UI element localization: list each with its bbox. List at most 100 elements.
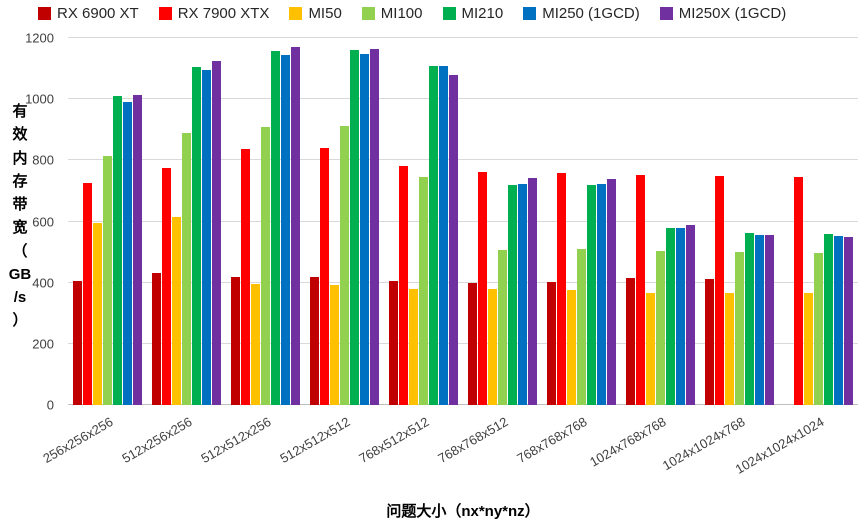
bar	[794, 177, 803, 405]
bar-group	[700, 38, 779, 405]
bar-groups	[68, 38, 858, 405]
legend-item: MI50	[289, 5, 342, 22]
bar	[834, 236, 843, 405]
bar	[745, 233, 754, 405]
bar	[320, 148, 329, 405]
bar	[389, 281, 398, 405]
gridline	[68, 220, 858, 222]
gridline	[68, 37, 858, 38]
bar	[636, 175, 645, 405]
bar	[666, 228, 675, 405]
bar	[814, 253, 823, 405]
bar-group	[542, 38, 621, 405]
bar	[577, 249, 586, 405]
bar	[162, 168, 171, 405]
bar	[587, 185, 596, 405]
bar	[113, 96, 122, 405]
bar	[844, 237, 853, 405]
bar	[261, 127, 270, 405]
bar	[547, 282, 556, 405]
bar	[310, 277, 319, 405]
bar-group	[384, 38, 463, 405]
bar	[73, 281, 82, 405]
legend-item: RX 7900 XTX	[158, 5, 270, 22]
bar	[449, 75, 458, 405]
bar	[646, 293, 655, 405]
bar	[212, 61, 221, 405]
legend-item: MI250X (1GCD)	[659, 5, 787, 22]
bar	[251, 284, 260, 405]
legend-label: MI250X (1GCD)	[678, 5, 787, 22]
bar	[567, 290, 576, 405]
legend-swatch	[442, 7, 456, 20]
gridline	[68, 342, 858, 344]
bar	[350, 50, 359, 405]
y-tick-label: 200	[32, 336, 54, 352]
bar	[735, 252, 744, 405]
bar	[231, 277, 240, 405]
legend-swatch	[523, 7, 537, 20]
bar	[291, 47, 300, 405]
bar	[83, 183, 92, 405]
x-axis-line	[68, 404, 858, 405]
bar	[607, 179, 616, 405]
legend-label: RX 7900 XTX	[177, 5, 270, 22]
bar	[528, 178, 537, 405]
bar	[676, 228, 685, 405]
bar	[152, 273, 161, 405]
bar	[202, 70, 211, 405]
gridline	[68, 159, 858, 161]
bar	[419, 177, 428, 405]
y-tick-label: 0	[46, 397, 54, 413]
bar	[370, 49, 379, 405]
bar	[686, 225, 695, 405]
bar	[93, 223, 102, 405]
bar	[804, 293, 813, 405]
bar	[241, 149, 250, 405]
bar	[557, 173, 566, 405]
legend-swatch	[289, 7, 303, 20]
bar	[824, 234, 833, 405]
bar-group	[305, 38, 384, 405]
y-axis-tick-labels: 0 200 400 600 800 1000 1200	[0, 31, 60, 413]
legend-swatch	[38, 7, 51, 20]
bar	[755, 235, 764, 405]
x-axis-title: 问题大小（nx*ny*nz）	[386, 503, 540, 520]
bar	[508, 185, 517, 405]
legend-item: MI250 (1GCD)	[523, 5, 640, 22]
y-tick-label: 600	[32, 214, 54, 229]
bar	[715, 176, 724, 405]
y-axis-title: 有 效 内 存 带 宽 （ GB /s ）	[8, 103, 32, 330]
bar	[478, 172, 487, 405]
x-axis-tick-labels: 256x256x256 512x256x256 512x512x256 512x512…	[40, 410, 858, 486]
bar-group	[463, 38, 542, 405]
bar	[409, 289, 418, 405]
bar	[133, 95, 142, 405]
gridlines	[68, 37, 858, 405]
y-tick-label: 1000	[25, 91, 54, 107]
legend-item: RX 6900 XT	[38, 5, 139, 22]
bar	[360, 54, 369, 405]
bar-group	[68, 38, 147, 405]
bar-group	[779, 38, 858, 405]
legend-label: MI210	[461, 5, 504, 22]
bar-group	[147, 38, 226, 405]
bar	[123, 102, 132, 405]
bar	[271, 51, 280, 405]
bar	[281, 55, 290, 405]
bar	[488, 289, 497, 405]
bar	[172, 217, 181, 405]
bar	[597, 184, 606, 405]
bar	[468, 283, 477, 405]
bar	[182, 133, 191, 405]
legend-swatch	[158, 7, 172, 20]
gridline	[68, 281, 858, 283]
legend-swatch	[361, 7, 375, 20]
bar	[103, 156, 112, 405]
bar-group	[621, 38, 700, 405]
bar-group	[226, 38, 305, 405]
bar	[518, 184, 527, 405]
bar	[340, 126, 349, 405]
legend-item: MI210	[442, 5, 504, 22]
